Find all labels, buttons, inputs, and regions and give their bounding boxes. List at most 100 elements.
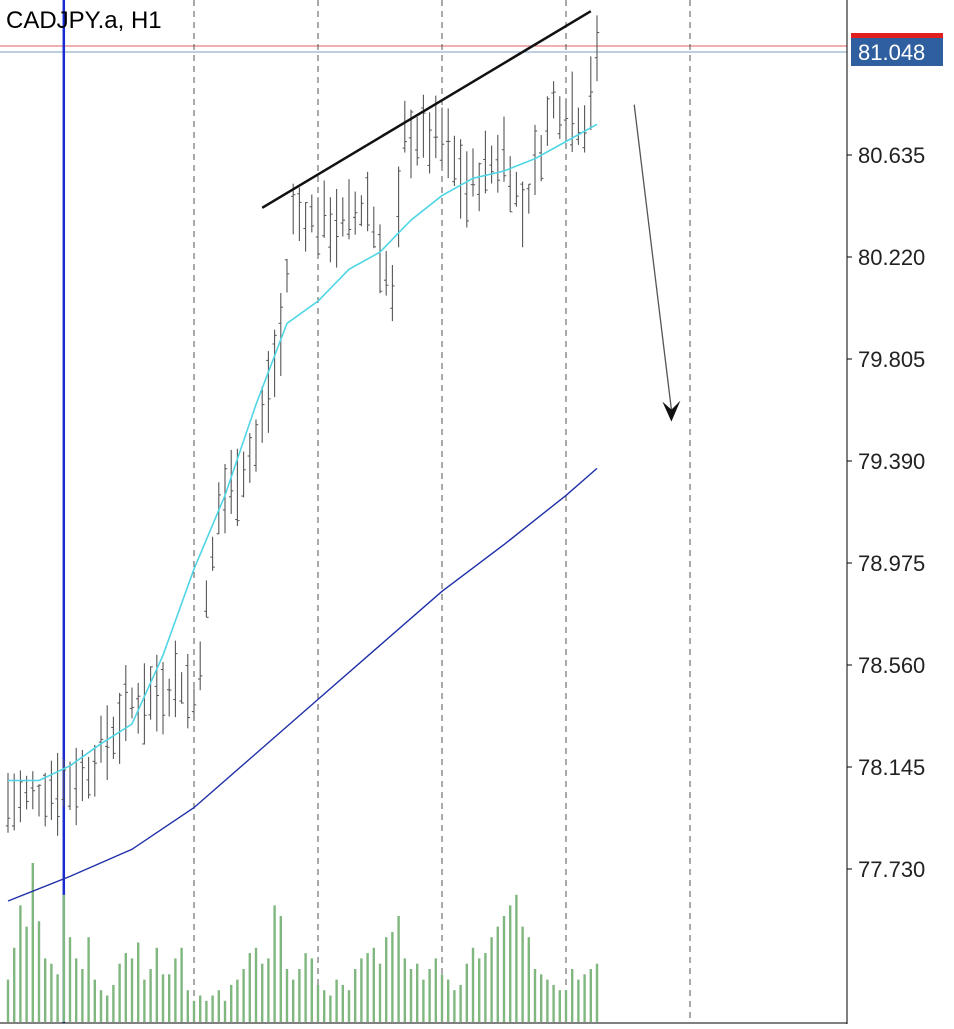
volume-bar <box>56 974 59 1022</box>
volume-bar <box>25 926 28 1022</box>
volume-bar <box>149 969 152 1022</box>
volume-bar <box>261 963 264 1022</box>
price-bar <box>297 187 302 241</box>
price-bar <box>30 771 35 810</box>
volume-bar <box>143 979 146 1022</box>
volume-bar <box>155 947 158 1022</box>
volume-bar <box>130 958 134 1022</box>
price-bar <box>576 107 581 145</box>
volume-bar <box>471 947 475 1022</box>
price-bar <box>563 98 569 142</box>
price-bar <box>173 640 178 718</box>
price-axis: 80.635 80.220 79.805 79.390 78.975 78.560 78.1… <box>847 33 943 882</box>
price-bar <box>235 448 240 526</box>
price-bar <box>328 197 333 263</box>
price-bar <box>315 197 321 256</box>
volume-bar <box>397 916 400 1022</box>
price-bar <box>433 95 438 159</box>
volume-bar <box>75 958 78 1022</box>
price-tick-label: 78.975 <box>858 551 925 576</box>
price-bar <box>390 265 395 322</box>
volume-bar <box>403 958 406 1022</box>
price-bar <box>408 109 414 179</box>
price-bar <box>421 94 426 158</box>
price-bar <box>136 682 141 734</box>
volume-bar <box>192 1000 196 1022</box>
volume-bar <box>242 969 245 1022</box>
volume-bar <box>248 953 251 1022</box>
price-bar <box>148 666 153 720</box>
price-bar <box>582 105 587 153</box>
price-bar <box>464 151 469 228</box>
volume-bar <box>50 963 53 1022</box>
volume-bar <box>19 905 22 1022</box>
volume-bar <box>434 958 437 1022</box>
volume-bar <box>335 979 338 1022</box>
price-bar <box>384 251 389 296</box>
volume-bar <box>571 969 574 1022</box>
price-bar <box>253 419 259 472</box>
volume-bar <box>409 969 413 1022</box>
volume-bar <box>99 990 103 1022</box>
volume-bar <box>465 963 468 1022</box>
volume-bar <box>341 984 344 1022</box>
volume-bar <box>422 979 425 1022</box>
volume-bar <box>230 984 233 1022</box>
price-bar <box>353 191 358 235</box>
price-bar <box>266 351 271 433</box>
volume-bar <box>440 974 444 1022</box>
volume-bar <box>62 894 65 1022</box>
moving-averages <box>7 123 598 902</box>
volume-bar <box>112 984 115 1022</box>
volume-bar <box>552 984 555 1022</box>
volume-bar <box>546 979 549 1022</box>
volume-bar <box>366 953 369 1022</box>
price-bar <box>247 433 252 483</box>
volume-bar <box>304 953 307 1022</box>
volume-bar <box>583 974 586 1022</box>
session-separators <box>0 0 847 1023</box>
price-bar <box>334 189 339 268</box>
volume-bar <box>385 937 388 1022</box>
price-tick-label: 77.730 <box>858 857 925 882</box>
price-bar <box>278 293 283 377</box>
volume-bar <box>31 863 34 1022</box>
price-bar <box>551 81 556 119</box>
price-bar <box>514 171 519 207</box>
volume-bar <box>589 969 592 1022</box>
volume-bar <box>323 990 326 1022</box>
price-bar <box>284 258 290 293</box>
price-tick-label: 79.805 <box>858 347 925 372</box>
volume-bar <box>391 931 394 1022</box>
volume-bar <box>310 958 313 1022</box>
projection-arrow-shaft <box>633 104 673 410</box>
volume-bar <box>490 937 493 1022</box>
price-bar <box>359 195 364 227</box>
volume-bar <box>484 953 487 1022</box>
price-bar <box>588 56 593 131</box>
volume-bar <box>93 979 96 1022</box>
price-tick-label: 80.635 <box>858 143 925 168</box>
price-bar <box>98 715 104 763</box>
volume-bar <box>180 947 183 1022</box>
volume-bar <box>428 969 431 1022</box>
price-bar <box>55 752 60 836</box>
price-bar <box>470 148 476 197</box>
volume-bar <box>496 926 499 1022</box>
volume-bar <box>106 995 109 1022</box>
volume-bar <box>223 1000 227 1022</box>
volume-bar <box>354 969 357 1022</box>
price-bar <box>458 139 463 219</box>
volume-bar <box>13 947 16 1022</box>
volume-bar <box>378 963 382 1022</box>
volume-bar <box>564 990 568 1022</box>
price-bar <box>86 756 91 799</box>
volume-bar <box>316 984 320 1022</box>
price-bar <box>483 130 488 194</box>
volume-bar <box>298 969 301 1022</box>
volume-bar <box>87 937 90 1022</box>
price-bar <box>520 181 525 248</box>
volume-bar <box>273 905 276 1022</box>
